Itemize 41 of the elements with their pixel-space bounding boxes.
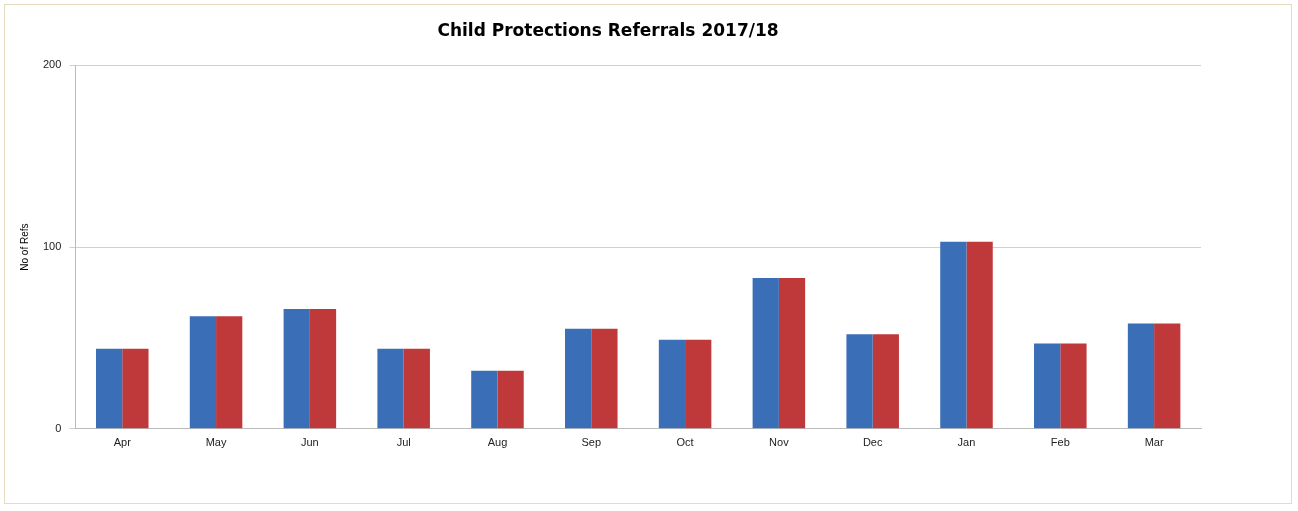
bar — [283, 308, 310, 429]
x-tick-label: Jul — [396, 436, 411, 449]
bar — [497, 370, 524, 429]
x-tick-label: Oct — [676, 436, 694, 449]
y-tick-label: 0 — [55, 421, 62, 434]
bar — [189, 316, 217, 429]
x-tick-label: Jun — [300, 436, 319, 449]
x-tick-label: Mar — [1144, 436, 1164, 449]
bar — [216, 316, 243, 429]
bar — [658, 339, 686, 429]
y-axis-title: No of Refs — [18, 223, 30, 271]
x-tick-label: Jan — [957, 436, 976, 449]
bar — [309, 308, 337, 429]
bar — [778, 277, 806, 429]
bar — [377, 348, 404, 429]
y-tick-label: 200 — [42, 58, 62, 71]
bar — [1060, 343, 1087, 429]
bar — [591, 328, 618, 429]
bar — [685, 339, 712, 429]
bar — [95, 348, 123, 429]
bar — [846, 334, 873, 429]
bar — [122, 348, 149, 429]
bar — [1034, 343, 1061, 429]
bar — [471, 370, 498, 429]
bar — [1127, 323, 1155, 429]
x-tick-label: Sep — [581, 436, 602, 449]
bar — [966, 241, 993, 429]
x-tick-label: May — [205, 436, 227, 449]
x-tick-label: Feb — [1050, 436, 1070, 449]
bar — [403, 348, 430, 429]
x-tick-label: Aug — [487, 436, 508, 449]
bar — [752, 277, 779, 429]
chart-title: Child Protections Referrals 2017/18 — [437, 19, 779, 40]
bar — [872, 334, 899, 429]
x-tick-label: Nov — [769, 436, 790, 449]
x-tick-label: Dec — [862, 436, 883, 449]
y-tick-label: 100 — [42, 240, 62, 253]
bar — [940, 241, 967, 429]
bar — [565, 328, 592, 429]
bar — [1154, 323, 1181, 429]
x-tick-label: Apr — [113, 436, 132, 449]
